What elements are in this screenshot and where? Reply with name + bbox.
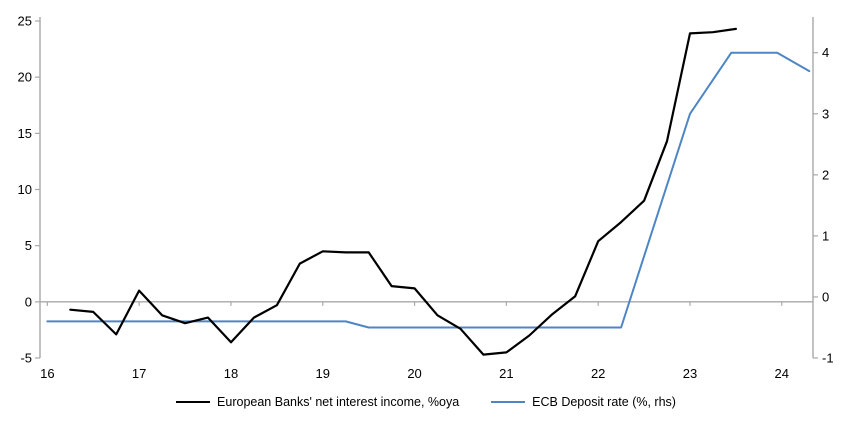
series-line-1 [46, 51, 811, 329]
x-axis-tick-label: 24 [775, 366, 789, 381]
x-axis-tick-label: 20 [407, 366, 421, 381]
left-axis-tick-label: 25 [18, 14, 32, 29]
x-axis-tick-label: 21 [499, 366, 513, 381]
left-axis-tick-label: 0 [25, 294, 32, 309]
legend-item-ecb-deposit-rate: ECB Deposit rate (%, rhs) [491, 395, 676, 409]
chart-legend: European Banks' net interest income, %oy… [0, 395, 852, 409]
left-axis-tick-label: 10 [18, 182, 32, 197]
legend-label-ecb-deposit-rate: ECB Deposit rate (%, rhs) [532, 395, 676, 409]
legend-label-net-interest-income: European Banks' net interest income, %oy… [217, 395, 460, 409]
legend-line-sample-blue [491, 401, 526, 403]
right-axis-tick-label: 4 [822, 45, 829, 60]
x-axis-tick-label: 22 [591, 366, 605, 381]
x-axis-tick-label: 18 [224, 366, 238, 381]
series-line-0 [69, 27, 738, 356]
x-axis-tick-label: 19 [316, 366, 330, 381]
legend-item-net-interest-income: European Banks' net interest income, %oy… [176, 395, 459, 409]
legend-line-sample-black [176, 401, 211, 403]
right-axis-tick-label: 2 [822, 167, 829, 182]
left-axis-tick-label: 20 [18, 70, 32, 85]
left-axis-tick-label: 15 [18, 126, 32, 141]
x-axis-tick-label: 17 [132, 366, 146, 381]
right-axis-tick-label: 3 [822, 106, 829, 121]
x-axis-tick-label: 16 [40, 366, 54, 381]
x-axis-tick-label: 23 [683, 366, 697, 381]
right-axis-tick-label: 0 [822, 289, 829, 304]
right-axis-tick-label: -1 [822, 351, 834, 366]
left-axis-tick-label: 5 [25, 238, 32, 253]
left-axis-tick-label: -5 [20, 351, 32, 366]
right-axis-tick-label: 1 [822, 228, 829, 243]
